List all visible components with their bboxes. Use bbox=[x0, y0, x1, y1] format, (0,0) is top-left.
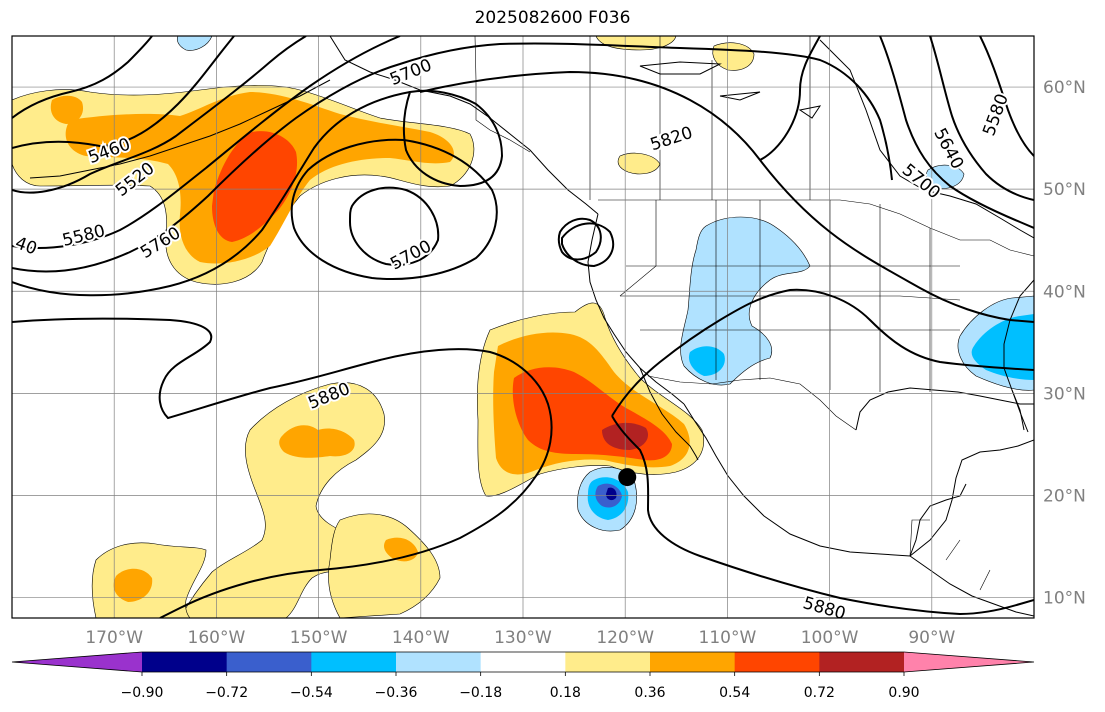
lon-tick-label: 110°W bbox=[699, 628, 757, 648]
colorbar-segment bbox=[819, 652, 905, 672]
lon-tick-label: 160°W bbox=[188, 628, 246, 648]
contour-5760-east bbox=[557, 217, 602, 261]
colorbar-tick-label: −0.36 bbox=[375, 685, 418, 701]
storm-center-marker bbox=[618, 468, 637, 487]
colorbar-tick-label: −0.18 bbox=[459, 685, 502, 701]
lat-tick-label: 50°N bbox=[1043, 180, 1086, 200]
coastlines bbox=[29, 36, 1034, 617]
positive-anomaly-bc bbox=[617, 152, 661, 175]
contour-5760-canada bbox=[759, 36, 821, 161]
colorbar-tick-label: 0.18 bbox=[550, 685, 581, 701]
lat-tick-label: 40°N bbox=[1043, 282, 1086, 302]
coastline-gulf-of-mexico bbox=[909, 439, 1034, 557]
anomaly-shading bbox=[12, 36, 1034, 618]
coastline-mexico-west bbox=[683, 403, 911, 557]
contour-5880-a bbox=[12, 317, 553, 618]
coastline-west-coast bbox=[587, 213, 685, 405]
colorbar-segment bbox=[226, 652, 312, 672]
lon-tick-label: 140°W bbox=[392, 628, 450, 648]
negative-anomaly-bering bbox=[176, 36, 213, 51]
lat-tick-label: 30°N bbox=[1043, 384, 1086, 404]
latitude-tick-labels: 10°N 20°N 30°N 40°N 50°N 60°N bbox=[1043, 78, 1086, 609]
lat-tick-label: 20°N bbox=[1043, 486, 1086, 506]
lon-tick-label: 130°W bbox=[494, 628, 552, 648]
contour-5820-loop bbox=[419, 70, 1034, 323]
colorbar bbox=[11, 651, 1035, 673]
colorbar-tick-label: 0.90 bbox=[888, 685, 919, 701]
contour-5520-east bbox=[979, 36, 1034, 157]
contour-5700-north bbox=[12, 42, 893, 273]
border-us-mexico bbox=[647, 375, 857, 431]
gridlines bbox=[12, 36, 1034, 618]
colorbar-extend-high bbox=[904, 652, 1034, 672]
lat-tick-label: 60°N bbox=[1043, 78, 1086, 98]
colorbar-tick-label: 0.72 bbox=[804, 685, 835, 701]
coastline-alaska-peninsula bbox=[29, 79, 331, 179]
colorbar-tick-label: −0.72 bbox=[205, 685, 248, 701]
contour-5880-c bbox=[611, 415, 1034, 616]
lat-tick-label: 10°N bbox=[1043, 589, 1086, 609]
contour-5640-east bbox=[879, 36, 1034, 229]
coastline-central-america bbox=[909, 555, 1034, 617]
border-central-america bbox=[909, 519, 991, 591]
coastline-arctic-islands bbox=[639, 61, 722, 75]
contour-5580-east bbox=[929, 36, 1034, 201]
positive-anomaly-north-pacific-4 bbox=[50, 95, 84, 124]
colorbar-tick-label: 0.36 bbox=[634, 685, 665, 701]
colorbar-tick-label: 0.54 bbox=[719, 685, 750, 701]
border-states-4 bbox=[619, 200, 657, 297]
coastline-baja bbox=[639, 367, 699, 461]
colorbar-segment bbox=[650, 652, 736, 672]
positive-anomaly-south bbox=[328, 513, 441, 618]
coastline-gulf-north bbox=[855, 387, 1034, 431]
map-title: 2025082600 F036 bbox=[474, 8, 631, 28]
lon-tick-label: 170°W bbox=[85, 628, 143, 648]
contour-label: 5880 bbox=[799, 591, 850, 618]
border-states-2 bbox=[620, 295, 961, 301]
positive-anomaly-north-pacific-3 bbox=[212, 131, 298, 242]
positive-anomaly-hawaii-2 bbox=[113, 568, 153, 602]
colorbar-segment bbox=[142, 652, 228, 672]
lon-tick-label: 90°W bbox=[908, 628, 955, 648]
contour-5640-a bbox=[12, 36, 401, 249]
contour-closed-bc bbox=[561, 222, 615, 268]
coastline-east-coast bbox=[1003, 279, 1034, 431]
contour-5520 bbox=[12, 36, 235, 149]
border-canada-provinces bbox=[589, 36, 811, 200]
border-alaska-canada bbox=[474, 36, 531, 153]
lon-tick-label: 150°W bbox=[290, 628, 348, 648]
longitude-tick-labels: 170°W 160°W 150°W 140°W 130°W 120°W 110°W 100°W… bbox=[85, 628, 955, 648]
contour-5760-ring bbox=[290, 138, 498, 281]
colorbar-segment bbox=[311, 652, 397, 672]
contour-5880-b bbox=[611, 288, 1034, 417]
colorbar-tick-labels: −0.90 −0.72 −0.54 −0.36 −0.18 0.18 0.36 0.54 0.7… bbox=[121, 672, 920, 701]
negative-anomaly-hurricane-4 bbox=[606, 487, 617, 501]
negative-anomaly-great-basin bbox=[680, 216, 811, 386]
contour-5820-inner bbox=[402, 89, 504, 188]
border-us-canada bbox=[598, 199, 1034, 257]
colorbar-segment bbox=[480, 652, 566, 672]
negative-anomaly-southeast-2 bbox=[971, 314, 1034, 380]
positive-anomaly-central-pacific-2 bbox=[279, 425, 355, 458]
lon-tick-label: 120°W bbox=[596, 628, 654, 648]
coastline-florida bbox=[1011, 389, 1029, 433]
lon-tick-label: 100°W bbox=[801, 628, 859, 648]
map-frame bbox=[11, 35, 1035, 619]
height-contours bbox=[12, 36, 1034, 618]
colorbar-segment bbox=[734, 652, 820, 672]
colorbar-segment bbox=[396, 652, 482, 672]
contour-5700-low bbox=[348, 186, 440, 266]
colorbar-tick-label: −0.54 bbox=[290, 685, 333, 701]
contour-5760 bbox=[12, 91, 411, 297]
coastline-hudson-bay bbox=[819, 39, 1034, 239]
borders bbox=[474, 36, 1034, 591]
colorbar-extend-low bbox=[12, 652, 142, 672]
contour-5580 bbox=[12, 36, 307, 194]
contour-5460 bbox=[12, 36, 153, 119]
colorbar-tick-label: −0.90 bbox=[121, 685, 164, 701]
coastline-yucatan bbox=[909, 483, 967, 557]
colorbar-segment bbox=[565, 652, 651, 672]
